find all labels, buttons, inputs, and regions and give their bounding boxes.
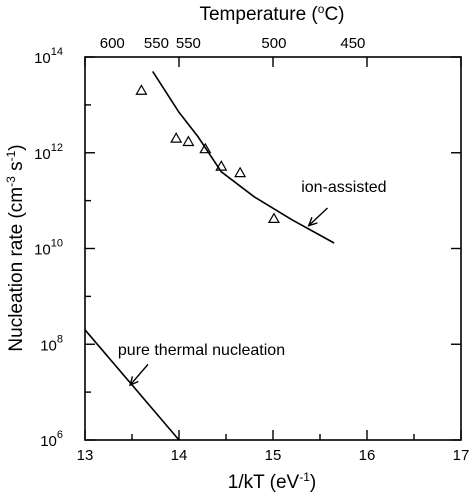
annotation-layer: ion-assisted pure thermal nucleation [118, 179, 387, 387]
top-tick-label: 550 [176, 35, 201, 52]
x-axis-title: 1/kT (eV-1) [228, 470, 316, 493]
y-axis-title: Nucleation rate (cm-3 s-1) [4, 144, 27, 351]
ion-assisted-label: ion-assisted [301, 179, 386, 196]
x-tick-label: 16 [359, 447, 376, 464]
top-axis-title: Temperature (oC) [199, 2, 344, 25]
y-tick-label: 108 [40, 333, 63, 354]
y-tick-label: 106 [40, 429, 63, 450]
annotation-arrow [308, 207, 328, 227]
data-point-triangle [135, 84, 148, 95]
series-layer [84, 70, 335, 441]
data-point-triangle [170, 132, 183, 143]
data-point-triangle [199, 142, 212, 154]
data-point-triangle [182, 135, 195, 147]
top-tick-label: 500 [261, 35, 286, 52]
ticks-layer [84, 56, 462, 441]
annotation-arrowhead [129, 376, 139, 387]
top-tick-label: 600 [100, 35, 125, 52]
data-point-triangle [267, 212, 280, 224]
x-tick-label: 17 [453, 447, 470, 464]
annotation-arrow [129, 363, 149, 386]
x-tick-label: 15 [265, 447, 282, 464]
data-point-triangle [215, 160, 228, 171]
data-point-triangle [234, 166, 247, 178]
annotation-arrowhead [307, 217, 318, 227]
ion-assisted-curve [152, 70, 335, 244]
x-tick-label: 14 [171, 447, 188, 464]
y-tick-label: 1014 [34, 46, 63, 67]
y-tick-label: 1010 [34, 238, 63, 259]
x-tick-label: 13 [77, 447, 94, 464]
top-tick-label: 550 [144, 35, 169, 52]
plot-frame [84, 56, 462, 441]
tick-labels-layer: 13 14 15 16 17 106 108 1010 1012 1014 600 550 500 450… [34, 35, 469, 464]
y-tick-label: 1012 [34, 142, 63, 163]
top-tick-label: 450 [340, 35, 365, 52]
thermal-label: pure thermal nucleation [118, 342, 285, 359]
